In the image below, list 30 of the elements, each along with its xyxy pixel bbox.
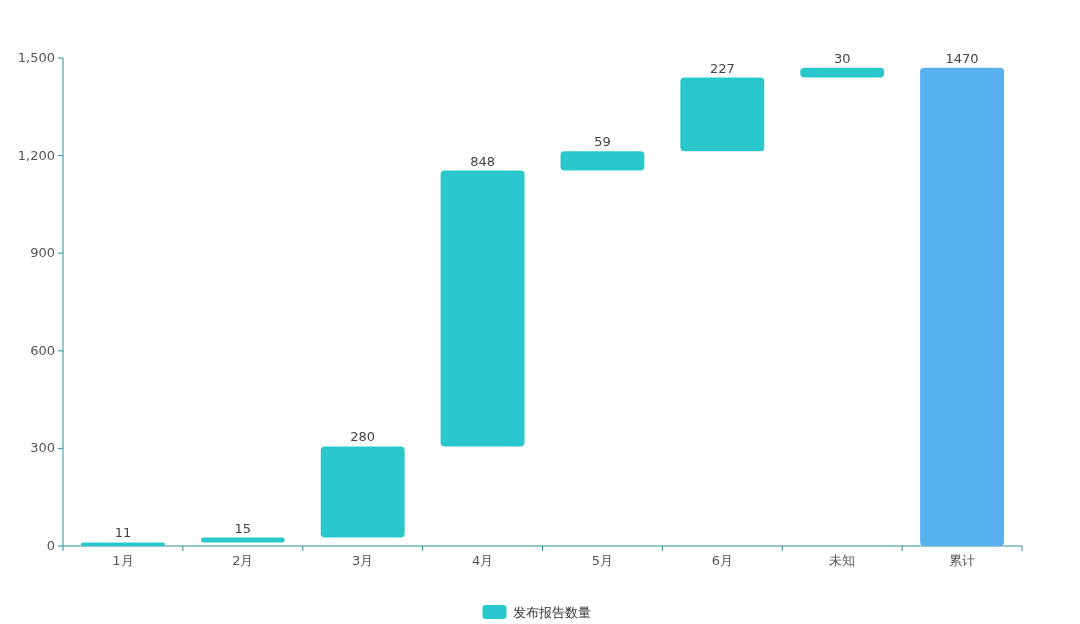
bar	[80, 542, 165, 546]
x-tick-label: 累计	[949, 553, 976, 568]
bar	[920, 67, 1005, 546]
y-tick-label: 600	[30, 342, 55, 358]
bar	[800, 67, 885, 78]
data-label: 280	[350, 429, 376, 445]
data-label: 1470	[945, 50, 979, 66]
x-tick-label: 未知	[829, 553, 856, 568]
y-tick-label: 1,500	[17, 50, 55, 65]
bar	[440, 170, 525, 447]
bar	[680, 77, 765, 152]
data-label: 227	[709, 60, 735, 76]
bar	[320, 446, 405, 538]
data-label: 59	[594, 134, 611, 150]
y-tick-label: 900	[30, 245, 55, 261]
x-tick-label: 6月	[711, 553, 733, 568]
legend-label: 发布报告数量	[512, 605, 591, 620]
y-tick-label: 1,200	[17, 147, 55, 163]
x-tick-label: 5月	[591, 553, 614, 568]
x-tick-label: 3月	[352, 553, 374, 568]
x-tick-label: 4月	[471, 553, 494, 568]
x-tick-label: 1月	[112, 553, 134, 568]
y-tick-label: 0	[46, 538, 55, 553]
x-tick-label: 2月	[232, 553, 254, 568]
bar	[560, 151, 645, 171]
data-label: 11	[114, 525, 132, 541]
data-label: 15	[234, 520, 252, 536]
data-label: 848	[470, 153, 495, 169]
data-label: 30	[833, 50, 851, 66]
y-tick-label: 300	[30, 440, 55, 456]
